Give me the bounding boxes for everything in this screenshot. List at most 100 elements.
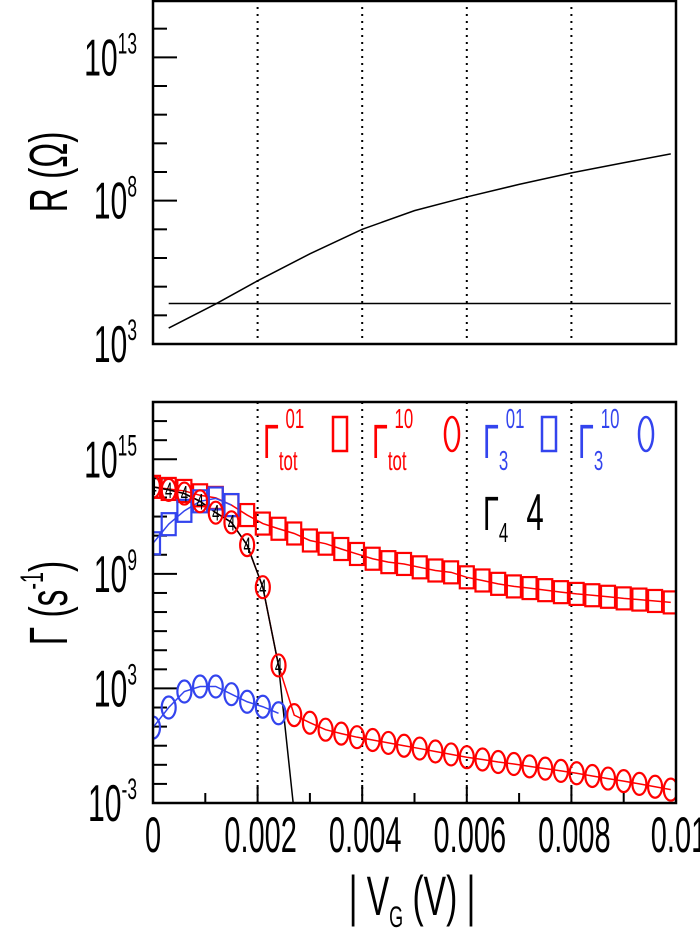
- circle-marker: [176, 679, 193, 704]
- four-marker-text: 4: [228, 511, 235, 535]
- square-marker: [317, 531, 334, 556]
- square-marker: [176, 498, 193, 523]
- series-line: [153, 685, 279, 729]
- four-marker: 4: [243, 534, 250, 558]
- circle-marker: [443, 742, 460, 767]
- circle-marker: [153, 474, 162, 499]
- tick-exponent: 9: [127, 544, 137, 577]
- circle-marker: [662, 777, 676, 802]
- legend-subscript: tot: [279, 445, 298, 477]
- legend-label: Γtot 10: [372, 403, 413, 477]
- legend-subscript: 3: [594, 445, 603, 477]
- circle-marker: [537, 756, 554, 781]
- y-tick-label: 1013: [84, 28, 137, 88]
- legend-label-text: Γ3 10: [578, 403, 619, 477]
- x-tick-label: 0.002: [224, 807, 297, 863]
- legend-subscript: 4: [499, 517, 508, 549]
- legend-subscript: 3: [499, 445, 508, 477]
- square-marker: [505, 574, 522, 599]
- four-marker-text: 4: [275, 654, 282, 678]
- four-marker: 4: [181, 482, 188, 506]
- plot-frame: [151, 400, 678, 805]
- legend-subscript: tot: [388, 445, 407, 477]
- legend-label-text: Γtot 10: [372, 403, 413, 477]
- y-axis-label-text: R (Ω): [18, 132, 79, 213]
- x-tick-label: 0: [145, 807, 161, 863]
- circle-marker: [490, 749, 507, 775]
- x-tick-label-text: 0.006: [434, 807, 507, 863]
- legend-label-text: Γ4: [483, 488, 508, 549]
- tick-exponent: 15: [118, 430, 137, 463]
- x-tick-label-text: 0: [145, 807, 161, 863]
- legend-circle-marker: [443, 415, 461, 453]
- legend-symbol: Γ: [372, 416, 388, 469]
- y-tick-label-text: 103: [94, 314, 137, 374]
- four-marker: 4: [228, 511, 235, 535]
- x-axis-label-part: (V) |: [403, 864, 475, 927]
- square-marker: [646, 588, 664, 614]
- circle-marker: [301, 710, 318, 735]
- four-marker-text: 4: [181, 482, 188, 506]
- y-tick-label-text: 1015: [84, 430, 137, 490]
- square-marker: [395, 551, 413, 577]
- circle-marker: [254, 575, 271, 600]
- square-marker: [270, 516, 287, 541]
- square-marker: [286, 521, 303, 546]
- legend-label: Γ3 10: [578, 403, 619, 477]
- legend-symbol: Γ: [483, 488, 499, 541]
- legend-symbol: Γ: [263, 416, 279, 469]
- circle-marker: [286, 703, 303, 728]
- circle-marker: [380, 730, 397, 756]
- circle-marker: [631, 771, 648, 797]
- square-marker: [552, 580, 570, 605]
- y-tick-label-text: 10-3: [88, 773, 137, 833]
- square-marker: [474, 568, 491, 593]
- square-marker: [153, 531, 162, 556]
- square-marker: [160, 512, 177, 537]
- square-marker: [411, 555, 428, 580]
- square-marker: [239, 502, 256, 528]
- y-axis-label-part: Γ (s: [18, 590, 79, 646]
- tick-base: 10: [94, 547, 128, 604]
- circle-marker: [411, 736, 428, 761]
- y-tick-label: 109: [94, 544, 137, 604]
- circle-marker: [176, 481, 193, 506]
- x-axis-label-text: | VG (V) |: [349, 864, 476, 934]
- x-tick-label: 0.006: [434, 807, 507, 863]
- square-marker: [333, 536, 350, 562]
- legend-four-marker: 4: [526, 484, 543, 542]
- tick-exponent: -3: [122, 773, 137, 806]
- tick-base: 10: [88, 776, 122, 833]
- circle-marker: [615, 769, 632, 794]
- four-marker: 4: [275, 654, 282, 678]
- square-marker: [615, 586, 632, 611]
- circle-marker: [270, 701, 287, 726]
- legend-square-marker: [540, 415, 558, 453]
- circle-marker: [207, 674, 224, 699]
- four-marker-text: 4: [149, 475, 156, 499]
- circle-marker: [153, 715, 162, 740]
- circle-marker: [521, 754, 538, 779]
- circle-marker: [191, 674, 209, 699]
- circle-marker: [270, 653, 287, 678]
- circle-marker: [223, 510, 240, 535]
- square-marker: [631, 587, 648, 612]
- four-marker-text: 4: [212, 501, 219, 525]
- y-axis-label-part: ): [18, 561, 79, 572]
- square-marker: [521, 575, 538, 601]
- circle-marker: [584, 763, 601, 789]
- tick-exponent: 8: [127, 171, 137, 204]
- circle-marker: [458, 745, 475, 770]
- legend-item: Γ3 01: [483, 403, 558, 477]
- y-axis-label-text: Γ (s-1): [14, 561, 79, 645]
- square-marker: [301, 528, 318, 553]
- square-marker: [223, 492, 240, 518]
- legend-label-text: Γ3 01: [483, 403, 524, 477]
- circle-marker: [646, 774, 664, 799]
- legend-item: Γ3 10: [578, 403, 655, 477]
- x-tick-label-text: 0.008: [538, 807, 611, 863]
- legend-superscript: 10: [395, 403, 414, 435]
- square-marker: [458, 565, 475, 590]
